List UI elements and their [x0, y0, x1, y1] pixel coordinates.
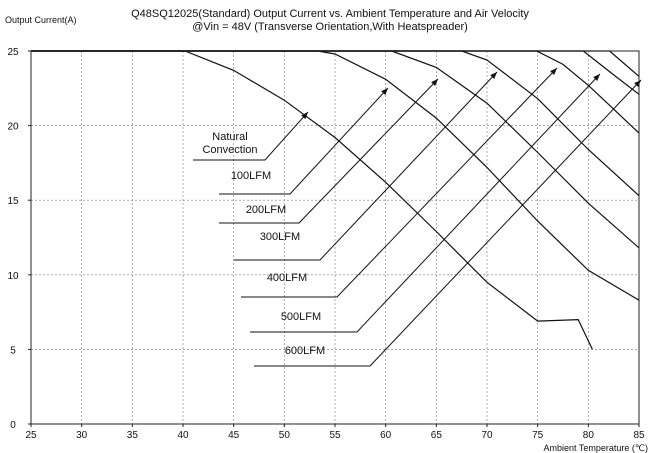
leader-line-500lfm [250, 73, 601, 333]
leader-arrowhead [490, 72, 497, 80]
x-tick-label: 25 [25, 430, 37, 441]
x-tick-label: 60 [380, 430, 392, 441]
x-tick-label: 50 [279, 430, 291, 441]
leader-arrowhead [431, 79, 438, 86]
y-tick-label: 20 [7, 122, 19, 133]
y-tick-label: 10 [7, 271, 19, 282]
leader-arrowhead [301, 112, 308, 120]
leader-line-natural-convection [193, 111, 309, 161]
x-axis-title: Ambient Temperature (℃) [544, 443, 648, 453]
curve-label-300lfm: 300LFM [260, 231, 300, 243]
chart-title-line-2: @Vin = 48V (Transverse Orientation,With … [192, 21, 468, 33]
series-line-natural-convection [31, 50, 593, 350]
leader-line-400lfm [241, 67, 558, 298]
leader-arrowhead [593, 74, 600, 82]
y-axis-title: Output Current(A) [5, 15, 77, 25]
chart-title-line-1: Q48SQ12025(Standard) Output Current vs. … [131, 8, 529, 20]
leader-line-200lfm [219, 78, 439, 224]
grid-layer [31, 51, 639, 424]
curve-label-500lfm: 500LFM [281, 311, 321, 323]
x-tick-label: 85 [633, 430, 645, 441]
curve-label-600lfm: 600LFM [285, 345, 325, 357]
x-tick-label: 75 [532, 430, 544, 441]
tick-layer: 25 30 35 40 45 50 55 60 65 70 75 80 85 0 5 10 15 20 25 [7, 47, 645, 441]
x-tick-label: 80 [583, 430, 595, 441]
y-tick-label: 0 [10, 420, 16, 431]
x-tick-label: 65 [431, 430, 443, 441]
leader-line-300lfm [234, 71, 498, 261]
leader-arrowhead [381, 88, 388, 96]
x-tick-label: 45 [228, 430, 240, 441]
leader-line-100lfm [219, 87, 389, 195]
y-tick-label: 5 [10, 345, 16, 356]
series-line-100lfm [31, 50, 640, 301]
x-tick-label: 55 [329, 430, 341, 441]
x-tick-label: 40 [177, 430, 189, 441]
y-tick-label: 25 [7, 47, 19, 58]
curve-label-100lfm: 100LFM [231, 170, 271, 182]
x-tick-label: 35 [127, 430, 139, 441]
y-tick-label: 15 [7, 196, 19, 207]
curve-label-400lfm: 400LFM [267, 272, 307, 284]
plot-area-frame [30, 50, 640, 425]
leader-arrowhead [550, 68, 557, 75]
curve-label-natural: Natural [212, 131, 247, 143]
curve-label-200lfm: 200LFM [246, 204, 286, 216]
curve-label-convection: Convection [202, 144, 257, 156]
x-tick-label: 70 [481, 430, 493, 441]
leader-line-600lfm [254, 79, 642, 367]
x-tick-label: 30 [76, 430, 88, 441]
leader-layer [193, 67, 642, 367]
